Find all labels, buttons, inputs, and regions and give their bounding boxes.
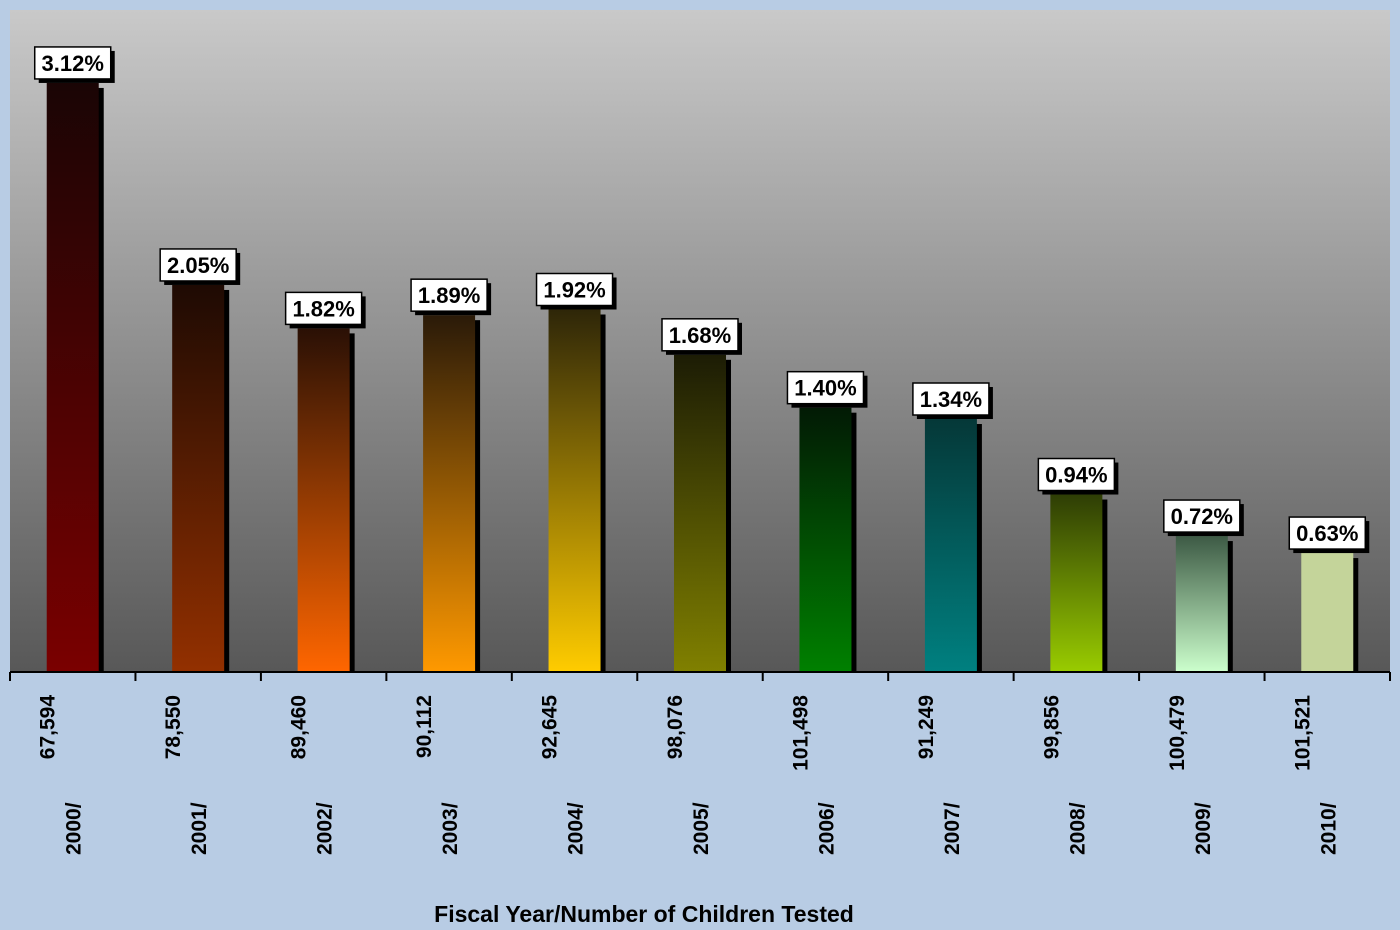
value-label-box — [159, 248, 237, 282]
value-label: 1.68% — [669, 323, 731, 348]
value-label: 0.94% — [1045, 463, 1107, 488]
bar-2009 — [1175, 536, 1228, 672]
x-axis-ticks — [9, 672, 1391, 681]
category-count-label: 98,076 — [664, 695, 687, 759]
value-label: 1.40% — [794, 376, 856, 401]
value-label: 0.72% — [1171, 504, 1233, 529]
value-label: 1.82% — [292, 296, 354, 321]
value-label: 0.63% — [1296, 521, 1358, 546]
category-count-label: 89,460 — [288, 695, 311, 759]
category-count-label: 78,550 — [162, 695, 185, 759]
bar-2008 — [1050, 494, 1103, 672]
category-year-label: 2003/ — [439, 802, 462, 855]
value-label-box — [786, 370, 865, 405]
value-label: 3.12% — [42, 51, 104, 76]
category-count-label: 90,112 — [413, 695, 436, 758]
value-label: 1.89% — [418, 283, 480, 308]
category-year-label: 2009/ — [1192, 802, 1215, 855]
bar-2002 — [297, 328, 350, 672]
value-label-box — [912, 382, 990, 416]
bar-2004 — [548, 309, 601, 672]
x-axis-title: Fiscal Year/Number of Children Tested — [434, 901, 854, 927]
category-year-label: 2007/ — [941, 802, 964, 855]
value-label-box — [410, 278, 488, 312]
value-labels-group: 3.12% 2.05% 1.82% 1.89% 1.92% 1.68% 1.40% 1.34%… — [33, 46, 1370, 554]
bars-group — [46, 82, 1359, 673]
category-year-label: 2002/ — [314, 802, 337, 855]
bar-2006 — [799, 407, 852, 672]
value-label-box — [535, 272, 614, 307]
category-labels-group: 2000/67,594 2001/78,550 2002/89,460 2003/90… — [37, 695, 1341, 855]
bar-2000 — [46, 82, 99, 673]
value-label: 2.05% — [167, 253, 229, 278]
category-count-label: 91,249 — [915, 695, 938, 759]
value-label-box — [284, 291, 363, 326]
value-label: 1.92% — [543, 278, 605, 303]
value-label-box — [661, 318, 739, 352]
value-label-box — [1163, 499, 1241, 533]
bar-2003 — [423, 315, 476, 672]
category-year-label: 2004/ — [565, 802, 588, 855]
category-count-label: 101,521 — [1291, 695, 1314, 771]
value-label-box — [1288, 516, 1367, 550]
bar-2007 — [924, 419, 977, 672]
value-label-box — [1037, 457, 1116, 492]
category-count-label: 92,645 — [539, 695, 562, 760]
bar-2010 — [1301, 553, 1354, 672]
bar-2001 — [172, 284, 225, 672]
category-year-label: 2006/ — [815, 802, 838, 855]
category-year-label: 2001/ — [188, 802, 211, 855]
category-count-label: 67,594 — [37, 695, 60, 760]
value-label-box — [33, 46, 112, 80]
bar-2005 — [674, 354, 726, 672]
category-count-label: 101,498 — [789, 695, 812, 771]
category-year-label: 2008/ — [1066, 802, 1089, 855]
category-year-label: 2005/ — [690, 802, 713, 855]
value-label: 1.34% — [920, 387, 982, 412]
category-count-label: 100,479 — [1166, 695, 1189, 771]
category-year-label: 2010/ — [1317, 802, 1340, 855]
category-year-label: 2000/ — [63, 802, 86, 855]
category-count-label: 99,856 — [1040, 695, 1063, 759]
